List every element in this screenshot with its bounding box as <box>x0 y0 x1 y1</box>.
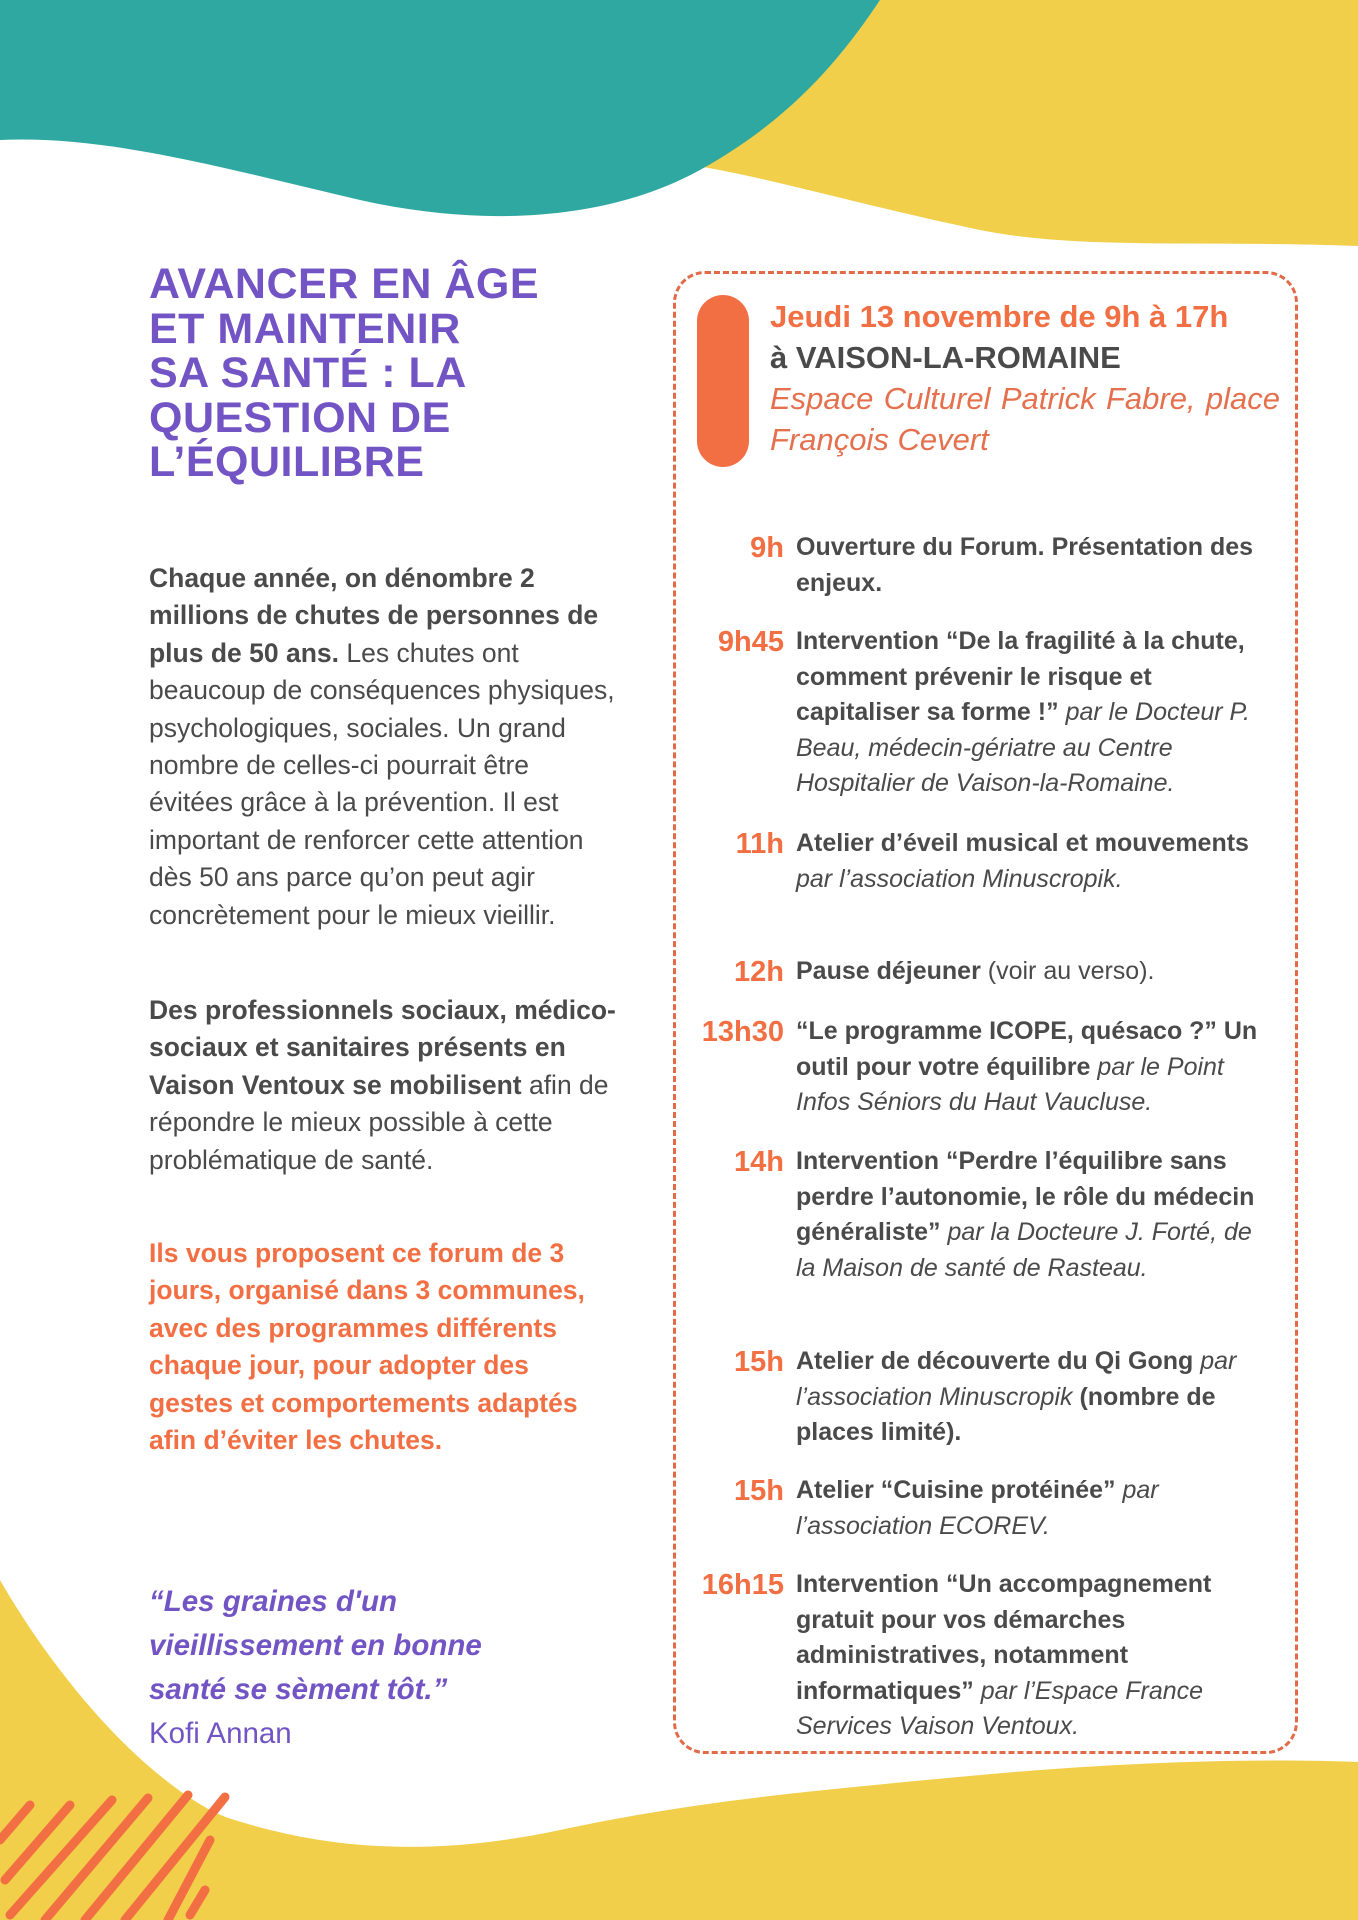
event-date: Jeudi 13 novembre de 9h à 17h <box>770 299 1229 334</box>
italic-text: par l’association ECOREV. <box>796 1476 1159 1540</box>
text: afin de répondre le mieux possible à cet… <box>149 1069 609 1175</box>
schedule-description: Intervention “Perdre l’équilibre sans pe… <box>796 1144 1276 1286</box>
bold-text: Atelier d’éveil musical et mouvements <box>796 829 1249 857</box>
title-line: ET MAINTENIR <box>149 304 461 353</box>
schedule-description: Ouverture du Forum. Présentation des enj… <box>796 530 1276 601</box>
quote-line: santé se sèment tôt.” <box>149 1673 448 1706</box>
page-title: AVANCER EN ÂGE ET MAINTENIR SA SANTÉ : L… <box>149 262 539 485</box>
event-place: à VAISON-LA-ROMAINE <box>770 340 1121 375</box>
event-header: Jeudi 13 novembre de 9h à 17h à VAISON-L… <box>770 296 1280 460</box>
italic-text: par l’association Minuscropik. <box>796 864 1123 893</box>
title-line: AVANCER EN ÂGE <box>149 260 540 308</box>
bold-text: Intervention “Perdre l’équilibre sans pe… <box>796 1147 1255 1246</box>
bold-text: Ouverture du Forum. Présentation des enj… <box>796 533 1254 597</box>
schedule-time: 12h <box>734 956 784 988</box>
teal-top-blob <box>0 0 880 217</box>
bold-text: “Le programme ICOPE, quésaco ?” Un outil… <box>796 1017 1258 1081</box>
bold-text: Des professionnels sociaux, médico-socia… <box>149 995 616 1100</box>
schedule-description: Atelier de découverte du Qi Gong par l’a… <box>796 1344 1276 1451</box>
schedule-description: Atelier d’éveil musical et mouvements pa… <box>796 826 1276 897</box>
program-box <box>673 271 1298 1754</box>
text: Les chutes ont beaucoup de conséquences … <box>149 637 615 930</box>
schedule-time: 14h <box>734 1146 784 1178</box>
intro-paragraph-3: Ils vous proposent ce forum de 3 jours, … <box>149 1238 585 1456</box>
intro-paragraph-1: Chaque année, on dénombre 2 millions de … <box>149 560 619 934</box>
schedule-description: Atelier “Cuisine protéinée” par l’associ… <box>796 1473 1276 1544</box>
schedule-time: 15h <box>734 1346 784 1378</box>
schedule-description: Intervention “De la fragilité à la chute… <box>796 624 1276 802</box>
bold-text: Pause déjeuner <box>796 957 981 985</box>
title-line: L’ÉQUILIBRE <box>149 438 425 486</box>
schedule-time: 13h30 <box>701 1016 784 1048</box>
schedule-description: “Le programme ICOPE, quésaco ?” Un outil… <box>796 1014 1276 1121</box>
bold-text: Atelier de découverte du Qi Gong <box>796 1347 1201 1375</box>
schedule-time: 9h <box>750 532 784 564</box>
orange-pill-decoration <box>697 295 749 467</box>
bold-text: Intervention “Un accompagnement gratuit … <box>796 1570 1212 1705</box>
italic-text: par le Docteur P. Beau, médecin-gériatre… <box>796 698 1250 797</box>
bold-text: (nombre de places limité). <box>796 1382 1216 1447</box>
intro-paragraph-2: Des professionnels sociaux, médico-socia… <box>149 992 619 1179</box>
bold-text: Intervention “De la fragilité à la chute… <box>796 627 1245 726</box>
quote-block: “Les graines d'un vieillissement en bonn… <box>149 1580 482 1756</box>
italic-text: par l’Espace France Services Vaison Vent… <box>796 1676 1204 1741</box>
schedule-time: 11h <box>735 828 784 860</box>
schedule-time: 15h <box>734 1475 784 1507</box>
schedule-description: Intervention “Un accompagnement gratuit … <box>796 1567 1276 1745</box>
quote-line: vieillissement en bonne <box>149 1629 482 1662</box>
title-line: SA SANTÉ : LA <box>149 349 467 397</box>
bold-text: Atelier “Cuisine protéinée” <box>796 1476 1116 1504</box>
event-venue: Espace Culturel Patrick Fabre, place Fra… <box>770 381 1280 457</box>
bold-text: Chaque année, on dénombre 2 millions de … <box>149 563 599 668</box>
schedule-time: 16h15 <box>701 1569 784 1601</box>
italic-text: par l’association Minuscropik <box>796 1347 1237 1411</box>
italic-text: par le Point Infos Séniors du Haut Vaucl… <box>796 1052 1224 1117</box>
orange-stripes <box>0 1790 230 1920</box>
text: (voir au verso). <box>980 957 1155 985</box>
quote-author: Kofi Annan <box>149 1717 292 1750</box>
schedule-description: Pause déjeuner (voir au verso). <box>796 954 1276 990</box>
schedule-time: 9h45 <box>717 626 784 658</box>
yellow-bottom-wave <box>180 1760 1358 1920</box>
italic-text: par la Docteure J. Forté, de la Maison d… <box>796 1218 1252 1282</box>
quote-line: “Les graines d'un <box>149 1585 397 1618</box>
title-line: QUESTION DE <box>149 393 451 442</box>
